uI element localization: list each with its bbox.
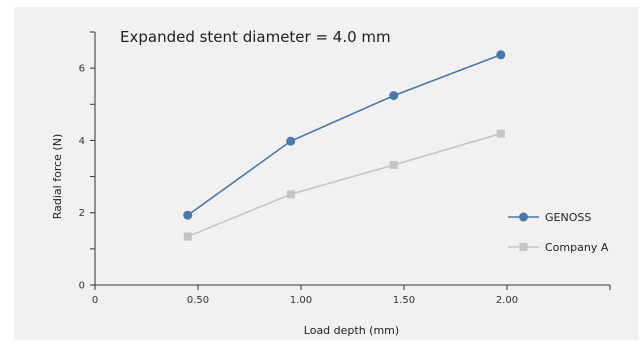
axes: 0 0.50 1.00 1.50 2.00 0 2 4 6 [79,31,611,306]
x-tick-label-4: 2.00 [496,295,518,306]
legend-marker-0 [519,212,528,222]
data-point-0-0 [183,210,193,220]
x-tick-label-2: 1.00 [290,295,312,306]
y-tick-label-2: 2 [79,208,85,219]
y-tick-label-6: 6 [79,64,85,75]
x-axis-label: Load depth (mm) [304,324,399,337]
series-layer [183,50,506,241]
x-tick-label-0: 0 [92,295,98,306]
x-tick-label-3: 1.50 [393,295,415,306]
data-point-1-1 [286,190,295,199]
legend-label-0: GENOSS [545,211,591,224]
series-line-0 [187,54,502,216]
y-axis-label: Radial force (N) [51,134,64,219]
chart-annotation: Expanded stent diameter = 4.0 mm [120,28,391,46]
y-tick-label-4: 4 [79,136,85,147]
legend-marker-1 [519,243,528,251]
legend-label-1: Company A [545,241,609,254]
data-point-1-2 [389,161,398,170]
y-tick-label-0: 0 [79,281,85,292]
series-line-1 [187,132,502,238]
data-point-0-1 [286,136,296,146]
series-0 [183,50,506,220]
data-point-1-0 [183,232,192,241]
x-tick-label-1: 0.50 [187,295,209,306]
data-point-0-2 [389,91,399,101]
plot-background [14,7,638,340]
series-1 [183,129,505,241]
data-point-0-3 [496,50,506,60]
data-point-1-3 [496,129,505,138]
legend: GENOSS Company A [508,211,609,254]
